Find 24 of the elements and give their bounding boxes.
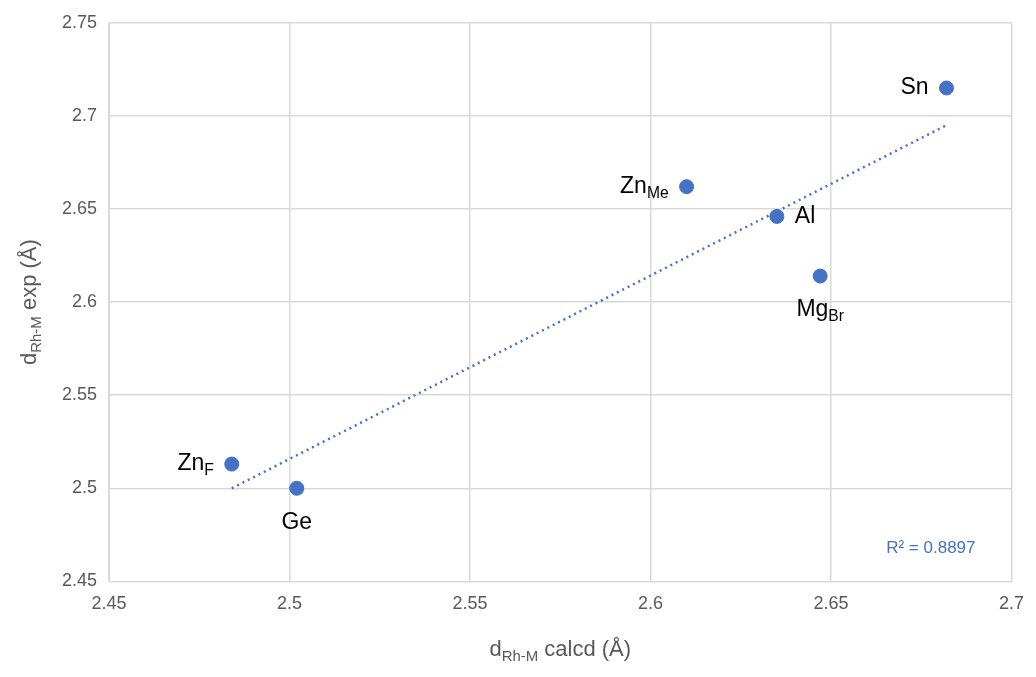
y-tick-label: 2.65: [61, 197, 98, 218]
y-tick-label: 2.5: [72, 477, 98, 498]
y-tick-label: 2.45: [61, 570, 98, 591]
x-tick-label: 2.6: [637, 593, 664, 614]
x-tick-label: 2.45: [91, 593, 127, 614]
annotation: Sn: [900, 73, 929, 100]
point: [769, 208, 785, 224]
annotation: R² = 0.8897: [886, 538, 976, 558]
point: [224, 456, 240, 472]
point: [812, 268, 828, 284]
x-tick-label: 2.7: [998, 593, 1024, 614]
x-tick-label: 2.5: [277, 593, 303, 614]
point: [939, 80, 955, 96]
y-tick-label: 2.75: [61, 11, 98, 32]
point: [679, 179, 695, 195]
y-axis-title: dRh-M exp (Å): [16, 239, 44, 365]
x-tick-label: 2.55: [452, 593, 488, 614]
y-tick-label: 2.55: [61, 384, 98, 405]
point: [289, 480, 305, 496]
annotation: Al: [794, 201, 816, 228]
y-tick-label: 2.6: [72, 291, 98, 312]
x-tick-label: 2.65: [813, 593, 849, 614]
y-tick-label: 2.7: [72, 104, 98, 125]
annotation: Ge: [281, 507, 313, 534]
